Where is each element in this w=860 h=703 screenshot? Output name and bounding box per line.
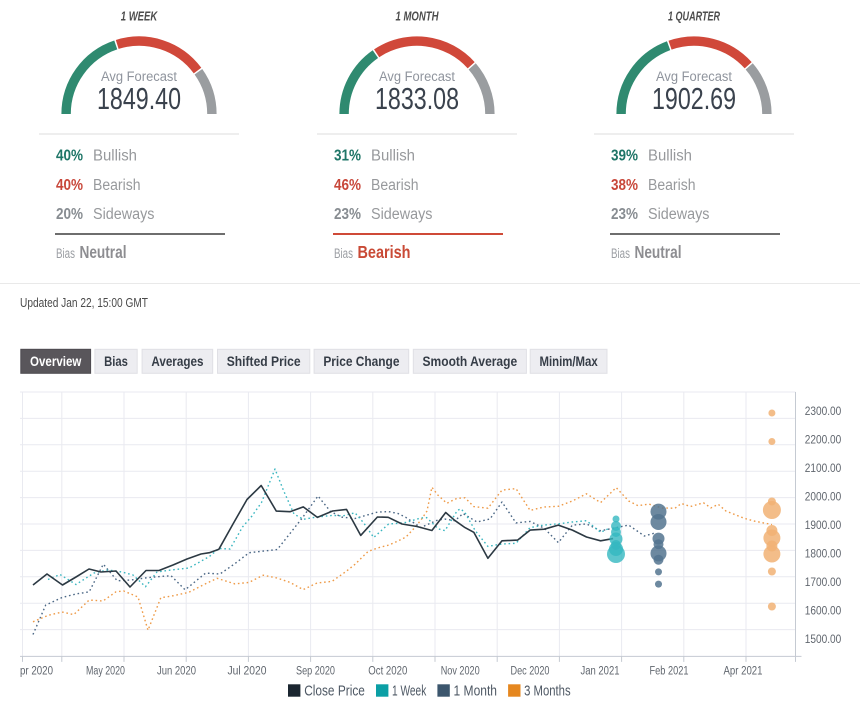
- svg-text:Bearish: Bearish: [648, 177, 696, 194]
- svg-text:Dec 2020: Dec 2020: [511, 666, 550, 678]
- svg-text:Smooth Average: Smooth Average: [423, 354, 518, 369]
- svg-text:2100.00: 2100.00: [805, 463, 842, 475]
- svg-text:Bias: Bias: [104, 354, 128, 369]
- svg-text:1902.69: 1902.69: [652, 81, 736, 116]
- svg-text:Sep 2020: Sep 2020: [296, 666, 335, 678]
- svg-text:Bias: Bias: [611, 246, 630, 261]
- svg-text:23%: 23%: [334, 206, 361, 223]
- svg-text:Updated Jan 22, 15:00 GMT: Updated Jan 22, 15:00 GMT: [20, 296, 148, 310]
- svg-text:Bearish: Bearish: [371, 177, 419, 194]
- svg-text:Bias: Bias: [56, 246, 75, 261]
- svg-text:1833.08: 1833.08: [375, 81, 459, 116]
- svg-text:Avg Forecast: Avg Forecast: [656, 69, 732, 84]
- svg-text:Averages: Averages: [151, 354, 203, 369]
- svg-text:Oct 2020: Oct 2020: [368, 666, 407, 678]
- svg-text:1900.00: 1900.00: [805, 520, 842, 532]
- svg-text:38%: 38%: [611, 177, 638, 194]
- svg-text:Sideways: Sideways: [93, 206, 155, 223]
- svg-text:Avg Forecast: Avg Forecast: [101, 69, 177, 84]
- svg-text:1 Week: 1 Week: [392, 683, 427, 700]
- svg-text:Price Change: Price Change: [323, 354, 400, 369]
- svg-text:1600.00: 1600.00: [805, 606, 842, 618]
- svg-text:Jun 2020: Jun 2020: [157, 666, 196, 678]
- svg-text:1700.00: 1700.00: [805, 577, 842, 589]
- svg-text:Feb 2021: Feb 2021: [650, 666, 689, 678]
- svg-text:1800.00: 1800.00: [805, 549, 842, 561]
- svg-text:Jul 2020: Jul 2020: [228, 666, 267, 678]
- svg-text:Avg Forecast: Avg Forecast: [379, 69, 455, 84]
- svg-text:Bullish: Bullish: [648, 148, 692, 165]
- svg-text:Overview: Overview: [30, 354, 82, 369]
- svg-text:Nov 2020: Nov 2020: [441, 666, 480, 678]
- svg-text:Sideways: Sideways: [371, 206, 433, 223]
- svg-text:Jan 2021: Jan 2021: [581, 666, 620, 678]
- svg-text:1 WEEK: 1 WEEK: [121, 10, 158, 24]
- svg-text:May 2020: May 2020: [86, 666, 125, 678]
- svg-text:1 MONTH: 1 MONTH: [396, 10, 440, 24]
- svg-text:1 Month: 1 Month: [454, 683, 498, 700]
- svg-text:40%: 40%: [56, 148, 83, 165]
- svg-text:Neutral: Neutral: [635, 242, 682, 262]
- svg-text:23%: 23%: [611, 206, 638, 223]
- svg-text:2000.00: 2000.00: [805, 492, 842, 504]
- svg-text:2300.00: 2300.00: [805, 406, 842, 418]
- svg-text:Neutral: Neutral: [80, 242, 127, 262]
- svg-text:2200.00: 2200.00: [805, 434, 842, 446]
- svg-text:Close Price: Close Price: [304, 683, 365, 700]
- svg-text:Shifted Price: Shifted Price: [227, 354, 301, 369]
- svg-text:1500.00: 1500.00: [805, 634, 842, 646]
- svg-text:31%: 31%: [334, 148, 361, 165]
- svg-text:Sideways: Sideways: [648, 206, 710, 223]
- svg-text:39%: 39%: [611, 148, 638, 165]
- svg-text:Bullish: Bullish: [371, 148, 415, 165]
- svg-text:1849.40: 1849.40: [97, 81, 181, 116]
- svg-text:Bias: Bias: [334, 246, 353, 261]
- svg-text:Apr 2021: Apr 2021: [724, 666, 763, 678]
- svg-text:1 QUARTER: 1 QUARTER: [668, 10, 720, 24]
- svg-text:Minim/Max: Minim/Max: [539, 354, 598, 369]
- svg-text:3 Months: 3 Months: [524, 683, 571, 700]
- svg-text:pr 2020: pr 2020: [20, 666, 53, 678]
- svg-text:40%: 40%: [56, 177, 83, 194]
- svg-text:46%: 46%: [334, 177, 361, 194]
- svg-text:Bullish: Bullish: [93, 148, 137, 165]
- svg-text:20%: 20%: [56, 206, 83, 223]
- svg-text:Bearish: Bearish: [358, 242, 411, 262]
- svg-text:Bearish: Bearish: [93, 177, 141, 194]
